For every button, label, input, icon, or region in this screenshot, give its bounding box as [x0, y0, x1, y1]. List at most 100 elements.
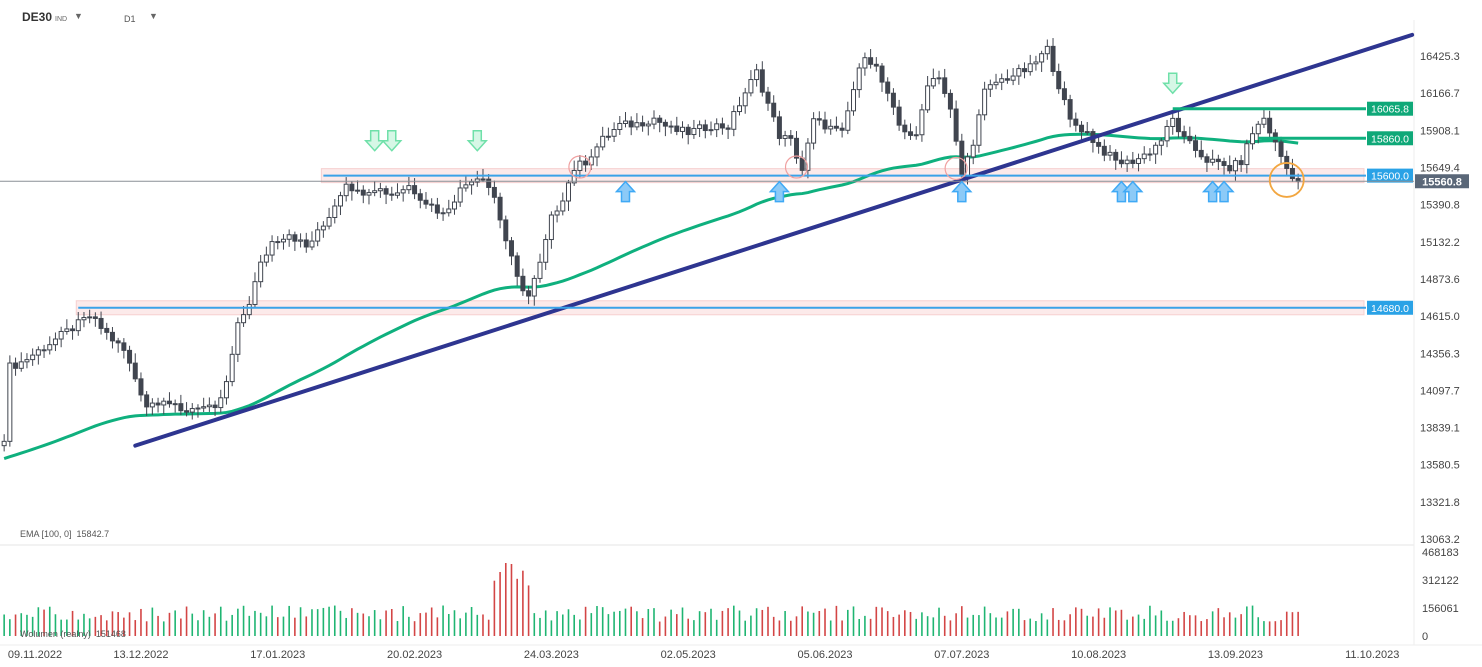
candle-body: [491, 186, 497, 198]
candle-body: [862, 57, 868, 69]
volume-label: Wolumen (realny): [20, 629, 91, 639]
timeframe-dropdown-icon[interactable]: ▼: [149, 11, 158, 21]
candle-body: [13, 362, 19, 369]
candle-body: [1175, 117, 1181, 133]
candle-body: [919, 109, 925, 136]
candle-body: [64, 328, 70, 332]
candle-body: [742, 92, 748, 107]
candle-body: [92, 316, 98, 319]
candle-body: [269, 241, 275, 256]
rejection-circle: [944, 156, 968, 181]
level-label: 14680.0: [1371, 303, 1409, 315]
candle-body: [58, 330, 64, 340]
candle-body: [81, 316, 87, 321]
candle-body: [343, 183, 349, 197]
timeframe-selector[interactable]: D1: [124, 14, 136, 24]
x-tick-label: 24.03.2023: [524, 649, 579, 661]
candle-body: [70, 328, 76, 332]
x-tick-label: 05.06.2023: [797, 649, 852, 661]
candle-body: [1004, 78, 1010, 81]
symbol-dropdown-icon[interactable]: ▼: [74, 11, 83, 21]
candle-body: [115, 340, 121, 344]
candle-body: [1016, 68, 1022, 77]
candle-body: [1136, 158, 1142, 164]
candle-body: [520, 275, 526, 292]
candle-body: [394, 192, 400, 196]
y-tick-label: 16425.3: [1420, 51, 1460, 63]
x-tick-label: 11.10.2023: [1345, 649, 1399, 661]
symbol-selector[interactable]: DE30 IND: [22, 10, 67, 24]
candle-body: [212, 404, 218, 409]
candle-body: [166, 400, 172, 405]
candle-body: [127, 349, 133, 364]
candle-body: [605, 135, 611, 138]
candle-body: [155, 402, 161, 406]
candle-body: [104, 327, 110, 333]
candle-body: [372, 190, 378, 194]
y-tick-label: 13839.1: [1420, 423, 1460, 435]
candle-body: [1215, 158, 1221, 163]
candle-body: [1193, 140, 1199, 151]
candle-body: [799, 157, 805, 171]
candle-body: [754, 69, 760, 81]
candle-body: [708, 129, 714, 132]
candle-body: [1050, 45, 1056, 72]
volume-legend: Wolumen (realny) 151468: [20, 629, 126, 639]
candle-body: [543, 239, 549, 263]
level-tag: [1367, 131, 1413, 146]
candle-body: [241, 314, 247, 324]
candle-body: [423, 199, 429, 205]
candle-body: [1187, 135, 1193, 142]
ema-label: EMA [100, 0]: [20, 529, 72, 539]
candle-body: [548, 214, 554, 241]
candle-body: [1010, 75, 1016, 81]
candle-body: [776, 116, 782, 139]
y-tick-label: 15390.8: [1420, 200, 1460, 212]
candle-body: [30, 354, 36, 361]
candle-body: [320, 225, 326, 231]
y-tick-label: 13321.8: [1420, 497, 1460, 509]
candle-body: [1198, 149, 1204, 158]
candle-body: [908, 131, 914, 136]
candle-body: [771, 102, 777, 118]
candle-body: [429, 203, 435, 206]
candle-body: [337, 195, 343, 207]
current-price-label: 15560.8: [1422, 177, 1462, 189]
y-tick-label: 16166.7: [1420, 88, 1460, 100]
support-arrow-up-icon: [768, 180, 791, 203]
candle-body: [1084, 131, 1090, 134]
candle-body: [417, 193, 423, 201]
ema-legend: EMA [100, 0] 15842.7: [20, 529, 109, 539]
candle-body: [697, 124, 703, 129]
candle-body: [189, 408, 195, 413]
candle-body: [936, 77, 942, 80]
candle-body: [1033, 61, 1039, 65]
volume-tick-label: 312122: [1422, 575, 1459, 587]
candle-body: [35, 349, 41, 356]
candle-body: [531, 277, 537, 297]
current-price-circle: [1268, 162, 1305, 198]
candle-body: [1096, 141, 1102, 147]
candle-body: [1227, 164, 1233, 172]
candle-body: [503, 219, 509, 242]
candle-body: [987, 84, 993, 90]
candle-body: [246, 303, 252, 316]
candle-body: [640, 122, 646, 127]
candle-body: [845, 110, 851, 131]
candle-body: [258, 261, 264, 283]
candle-body: [868, 57, 874, 65]
candle-body: [565, 182, 571, 202]
level-label: 16065.8: [1371, 104, 1409, 116]
candle-body: [577, 160, 583, 171]
candle-body: [1039, 53, 1045, 63]
candle-body: [132, 362, 138, 380]
candle-body: [1130, 159, 1136, 164]
candle-body: [514, 255, 520, 277]
candle-body: [748, 79, 754, 94]
candle-body: [275, 241, 281, 244]
candle-body: [782, 135, 788, 139]
candle-body: [383, 188, 389, 195]
y-tick-label: 13063.2: [1420, 534, 1460, 546]
